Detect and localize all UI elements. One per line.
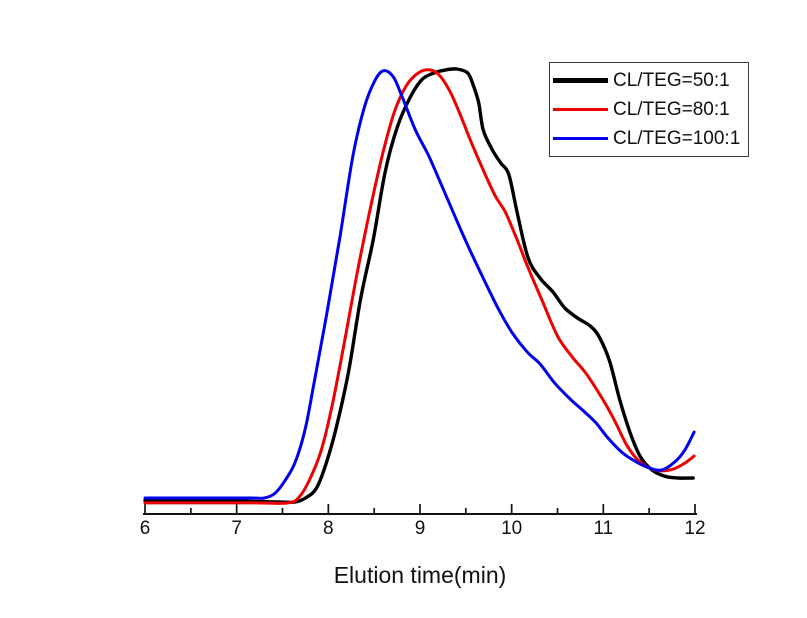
x-tick-label: 9: [414, 518, 426, 539]
legend-item-label: CL/TEG=80:1: [613, 98, 730, 120]
legend-line-sample: [553, 107, 608, 112]
x-tick-label: 10: [501, 518, 523, 539]
series-path-2: [143, 69, 696, 500]
legend-item: CL/TEG=80:1: [553, 95, 748, 124]
legend-line-sample: [553, 136, 608, 141]
x-axis-title: Elution time(min): [333, 562, 507, 588]
legend-line-sample: [553, 78, 608, 83]
x-tick-label: 12: [684, 518, 706, 539]
legend-item: CL/TEG=100:1: [553, 124, 748, 153]
legend: CL/TEG=50:1 CL/TEG=80:1 CL/TEG=100:1: [549, 62, 749, 157]
x-tick-label: 8: [323, 518, 334, 539]
x-tick-label: 6: [139, 518, 151, 539]
legend-item-label: CL/TEG=50:1: [613, 69, 730, 91]
series-path-1: [143, 68, 696, 505]
series-path-0: [143, 67, 695, 505]
x-tick-label: 7: [231, 518, 242, 539]
legend-item: CL/TEG=50:1: [553, 66, 748, 95]
x-tick-label: 11: [593, 518, 614, 539]
legend-item-label: CL/TEG=100:1: [613, 127, 741, 149]
